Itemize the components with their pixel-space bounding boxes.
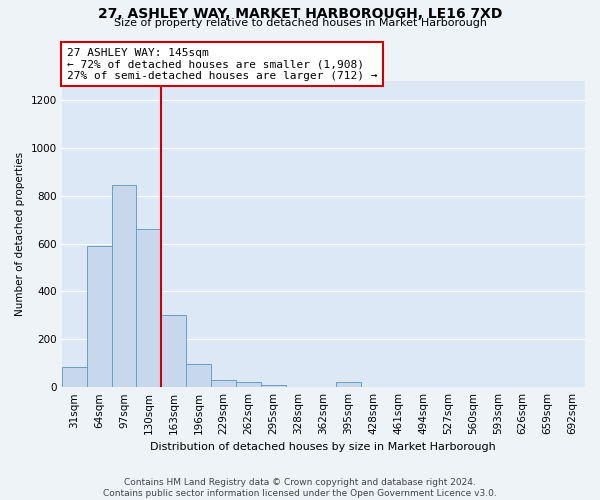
Bar — [236, 382, 261, 387]
X-axis label: Distribution of detached houses by size in Market Harborough: Distribution of detached houses by size … — [151, 442, 496, 452]
Bar — [62, 367, 86, 387]
Bar — [261, 386, 286, 387]
Text: 27, ASHLEY WAY, MARKET HARBOROUGH, LE16 7XD: 27, ASHLEY WAY, MARKET HARBOROUGH, LE16 … — [98, 8, 502, 22]
Bar — [86, 246, 112, 387]
Y-axis label: Number of detached properties: Number of detached properties — [15, 152, 25, 316]
Bar — [136, 229, 161, 387]
Text: Contains HM Land Registry data © Crown copyright and database right 2024.
Contai: Contains HM Land Registry data © Crown c… — [103, 478, 497, 498]
Bar — [112, 185, 136, 387]
Text: 27 ASHLEY WAY: 145sqm
← 72% of detached houses are smaller (1,908)
27% of semi-d: 27 ASHLEY WAY: 145sqm ← 72% of detached … — [67, 48, 377, 80]
Text: Size of property relative to detached houses in Market Harborough: Size of property relative to detached ho… — [113, 18, 487, 28]
Bar — [211, 380, 236, 387]
Bar — [186, 364, 211, 387]
Bar — [161, 316, 186, 387]
Bar — [336, 382, 361, 387]
